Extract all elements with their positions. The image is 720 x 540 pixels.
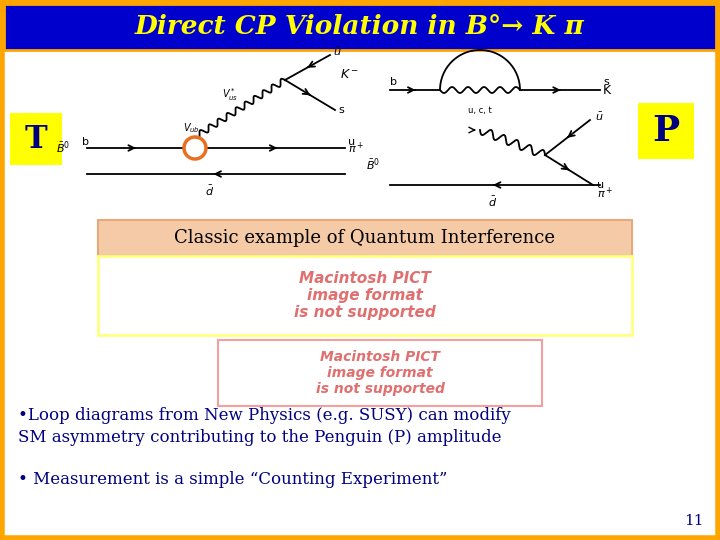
FancyBboxPatch shape (218, 340, 542, 406)
Text: • Measurement is a simple “Counting Experiment”: • Measurement is a simple “Counting Expe… (18, 471, 448, 489)
Text: $V_{ub}$: $V_{ub}$ (182, 121, 199, 135)
Text: $\bar{u}$: $\bar{u}$ (333, 46, 341, 58)
Text: $K^-$: $K^-$ (340, 69, 359, 82)
Text: b: b (82, 137, 89, 147)
Text: s: s (338, 105, 343, 115)
Text: Macintosh PICT
image format
is not supported: Macintosh PICT image format is not suppo… (315, 350, 444, 396)
Text: Direct CP Violation in B°→ K π: Direct CP Violation in B°→ K π (135, 15, 585, 39)
FancyBboxPatch shape (638, 103, 694, 159)
Text: u: u (348, 137, 355, 147)
Text: u, c, t: u, c, t (468, 105, 492, 114)
FancyBboxPatch shape (4, 4, 716, 50)
Text: b: b (390, 77, 397, 87)
Text: T: T (24, 124, 48, 154)
Text: P: P (652, 114, 680, 148)
Text: $\bar{B}^0$: $\bar{B}^0$ (366, 157, 380, 173)
Text: $\bar{B}^0$: $\bar{B}^0$ (56, 140, 70, 156)
FancyBboxPatch shape (10, 113, 62, 165)
Text: SM asymmetry contributing to the Penguin (P) amplitude: SM asymmetry contributing to the Penguin… (18, 429, 502, 447)
Text: $\bar{u}$: $\bar{u}$ (595, 111, 603, 123)
Text: $V_{us}^*$: $V_{us}^*$ (222, 86, 238, 103)
FancyBboxPatch shape (98, 220, 632, 256)
FancyBboxPatch shape (98, 256, 632, 335)
Text: Macintosh PICT
image format
is not supported: Macintosh PICT image format is not suppo… (294, 271, 436, 320)
Text: $\bar{d}$: $\bar{d}$ (488, 195, 497, 209)
Text: K: K (603, 84, 611, 97)
Text: 11: 11 (685, 514, 704, 528)
Text: $\bar{d}$: $\bar{d}$ (205, 184, 215, 198)
Text: •Loop diagrams from New Physics (e.g. SUSY) can modify: •Loop diagrams from New Physics (e.g. SU… (18, 407, 510, 423)
Text: u: u (597, 180, 604, 190)
Text: $\pi^+$: $\pi^+$ (348, 140, 364, 156)
Text: $\pi^+$: $\pi^+$ (597, 185, 613, 201)
Text: s: s (603, 77, 608, 87)
Text: Classic example of Quantum Interference: Classic example of Quantum Interference (174, 229, 556, 247)
